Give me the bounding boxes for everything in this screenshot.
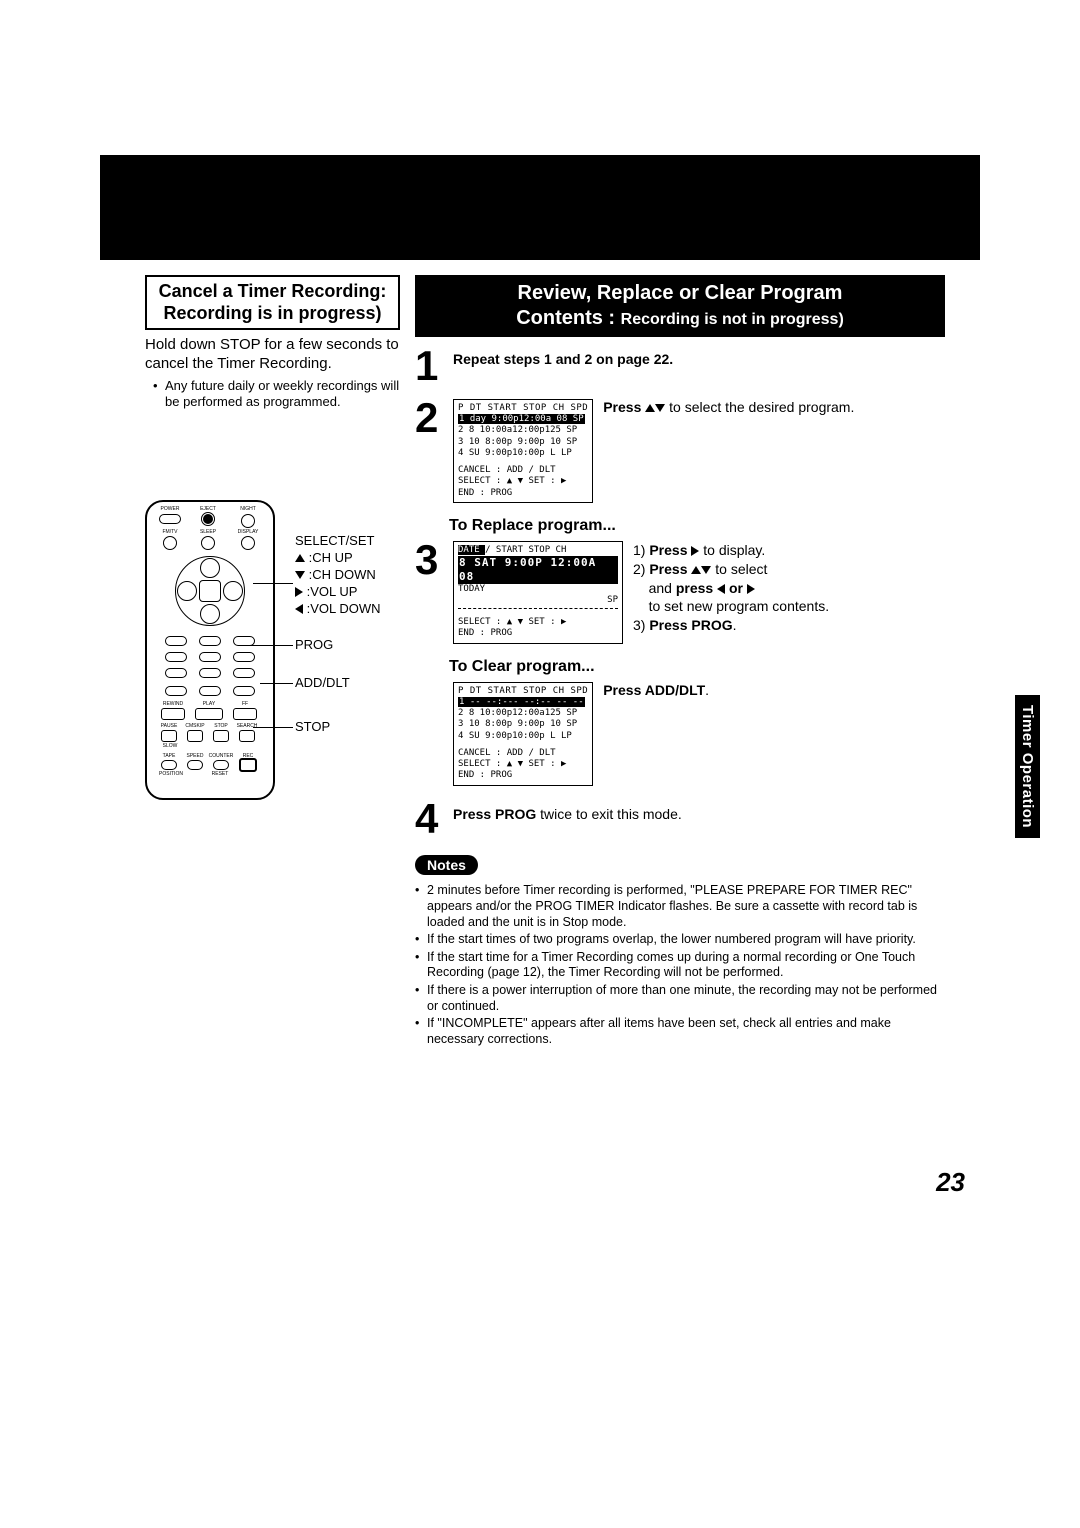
step-3-num: 3	[415, 541, 447, 644]
callout-adddlt: ADD/DLT	[295, 675, 350, 692]
cancel-body: Hold down STOP for a few seconds to canc…	[145, 336, 400, 374]
step-2-osd: P DT START STOP CH SPD 1 day 9:00p12:00a…	[453, 399, 593, 503]
review-title: Review, Replace or Clear Program Content…	[415, 275, 945, 337]
callout-prog: PROG	[295, 637, 333, 654]
callout-selectset: SELECT/SET :CH UP :CH DOWN :VOL UP :VOL …	[295, 533, 381, 617]
cancel-title: Cancel a Timer Recording: Recording is i…	[145, 275, 400, 330]
clear-osd: P DT START STOP CH SPD 1 -- --:--- --:--…	[453, 682, 593, 786]
replace-heading: To Replace program...	[449, 517, 945, 535]
callout-stop: STOP	[295, 719, 330, 736]
step-4-num: 4	[415, 800, 447, 838]
step-2-num: 2	[415, 399, 447, 503]
clear-text: Press ADD/DLT.	[603, 682, 709, 698]
page-number: 23	[936, 1167, 965, 1198]
step-2-text: Press to select the desired program.	[603, 399, 854, 415]
side-tab: Timer Operation	[1015, 695, 1040, 838]
remote-illustration: POWER EJECT NIGHT FM/TV SLEEP DISPLAY	[145, 500, 275, 800]
replace-osd: DATE / START STOP CH 8 SAT 9:00P 12:00A …	[453, 541, 623, 644]
cancel-bullet: Any future daily or weekly recordings wi…	[153, 378, 400, 411]
replace-text: 1) Press to display. 2) Press to select …	[633, 541, 829, 635]
step-1-num: 1	[415, 347, 447, 385]
clear-heading: To Clear program...	[449, 658, 945, 676]
step-1-text: Repeat steps 1 and 2 on page 22.	[453, 347, 945, 385]
notes-label: Notes	[415, 855, 478, 875]
header-black-band	[100, 155, 980, 260]
notes-list: 2 minutes before Timer recording is perf…	[415, 883, 945, 1047]
step-4-text: Press PROG twice to exit this mode.	[453, 800, 945, 838]
